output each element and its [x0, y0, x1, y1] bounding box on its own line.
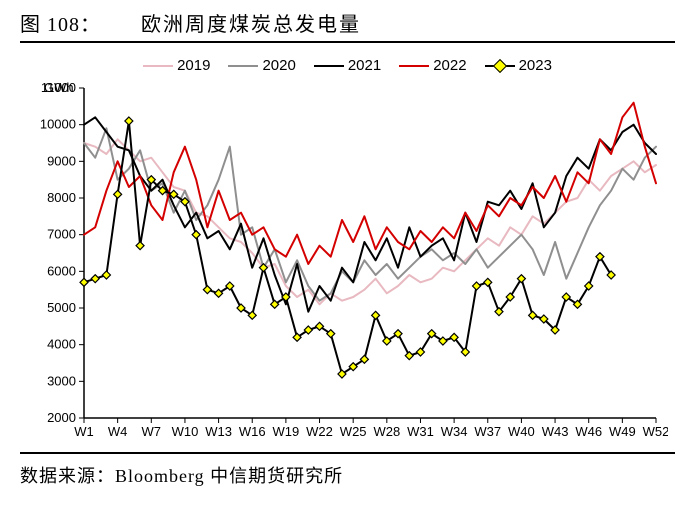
chart-legend: 2019 2020 2021 2022 2023 — [20, 57, 675, 74]
svg-text:10000: 10000 — [40, 117, 76, 132]
data-source: 数据来源：Bloomberg 中信期货研究所 — [20, 452, 675, 488]
svg-text:3000: 3000 — [47, 373, 76, 388]
svg-text:W16: W16 — [239, 424, 266, 439]
svg-text:W1: W1 — [74, 424, 94, 439]
legend-swatch — [485, 65, 515, 67]
svg-text:W46: W46 — [575, 424, 602, 439]
title-row: 图 108： 欧洲周度煤炭总发电量 — [20, 8, 675, 43]
figure-label: 图 108： — [20, 8, 101, 37]
legend-swatch — [228, 65, 258, 67]
legend-item-2020: 2020 — [228, 57, 295, 74]
legend-label: 2020 — [262, 57, 295, 74]
chart-plot-area: 2000300040005000600070008000900010000110… — [28, 82, 668, 452]
legend-label: 2019 — [177, 57, 210, 74]
figure-container: 图 108： 欧洲周度煤炭总发电量 2019 2020 2021 2022 2023 2… — [0, 0, 695, 511]
svg-text:W10: W10 — [172, 424, 199, 439]
figure-title: 欧洲周度煤炭总发电量 — [141, 8, 361, 37]
svg-text:W37: W37 — [474, 424, 501, 439]
svg-text:W13: W13 — [205, 424, 232, 439]
legend-label: 2022 — [433, 57, 466, 74]
legend-swatch — [143, 65, 173, 67]
legend-item-2023: 2023 — [485, 57, 552, 74]
svg-text:W25: W25 — [340, 424, 367, 439]
svg-text:2000: 2000 — [47, 410, 76, 425]
svg-text:W40: W40 — [508, 424, 535, 439]
legend-label: 2021 — [348, 57, 381, 74]
svg-text:W4: W4 — [108, 424, 128, 439]
svg-text:7000: 7000 — [47, 227, 76, 242]
svg-text:W43: W43 — [542, 424, 569, 439]
svg-text:5000: 5000 — [47, 300, 76, 315]
chart-svg: 2000300040005000600070008000900010000110… — [28, 82, 668, 452]
svg-text:GWh: GWh — [44, 82, 74, 95]
svg-text:W31: W31 — [407, 424, 434, 439]
legend-swatch — [399, 65, 429, 67]
svg-text:9000: 9000 — [47, 153, 76, 168]
svg-text:W52: W52 — [643, 424, 668, 439]
svg-text:W22: W22 — [306, 424, 333, 439]
svg-text:W49: W49 — [609, 424, 636, 439]
svg-text:8000: 8000 — [47, 190, 76, 205]
svg-text:W19: W19 — [273, 424, 300, 439]
svg-text:6000: 6000 — [47, 263, 76, 278]
legend-item-2021: 2021 — [314, 57, 381, 74]
svg-text:W34: W34 — [441, 424, 468, 439]
legend-item-2019: 2019 — [143, 57, 210, 74]
svg-text:W7: W7 — [142, 424, 162, 439]
svg-text:W28: W28 — [373, 424, 400, 439]
svg-text:4000: 4000 — [47, 337, 76, 352]
legend-label: 2023 — [519, 57, 552, 74]
legend-item-2022: 2022 — [399, 57, 466, 74]
legend-swatch — [314, 65, 344, 67]
